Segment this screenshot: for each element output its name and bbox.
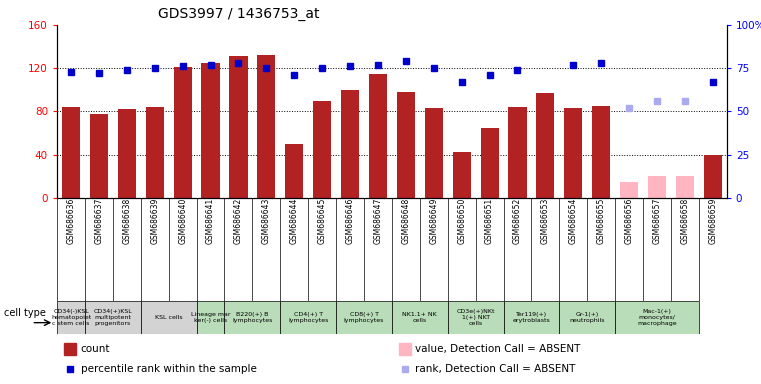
Text: GSM686657: GSM686657 bbox=[652, 198, 661, 244]
Text: CD34(+)KSL
multipotent
progenitors: CD34(+)KSL multipotent progenitors bbox=[94, 310, 132, 326]
Text: GSM686643: GSM686643 bbox=[262, 198, 271, 244]
Bar bbox=[224, 301, 280, 334]
Text: GSM686636: GSM686636 bbox=[66, 198, 75, 244]
Bar bbox=[202, 63, 220, 198]
Bar bbox=[118, 109, 136, 198]
Bar bbox=[676, 176, 694, 198]
Bar bbox=[145, 107, 164, 198]
Text: GSM686647: GSM686647 bbox=[374, 198, 383, 244]
Bar bbox=[369, 74, 387, 198]
Text: percentile rank within the sample: percentile rank within the sample bbox=[81, 364, 256, 374]
Bar bbox=[85, 301, 141, 334]
Text: GSM686652: GSM686652 bbox=[513, 198, 522, 244]
Text: GSM686653: GSM686653 bbox=[541, 198, 550, 244]
Bar bbox=[559, 301, 615, 334]
Bar bbox=[508, 107, 527, 198]
Bar bbox=[648, 176, 666, 198]
Bar bbox=[392, 301, 447, 334]
Text: GSM686659: GSM686659 bbox=[708, 198, 718, 244]
Bar bbox=[564, 108, 582, 198]
Bar bbox=[285, 144, 304, 198]
Text: GDS3997 / 1436753_at: GDS3997 / 1436753_at bbox=[158, 7, 319, 21]
Text: value, Detection Call = ABSENT: value, Detection Call = ABSENT bbox=[416, 344, 581, 354]
Bar bbox=[480, 127, 498, 198]
Text: GSM686645: GSM686645 bbox=[317, 198, 326, 244]
Text: CD4(+) T
lymphocytes: CD4(+) T lymphocytes bbox=[288, 312, 329, 323]
Bar bbox=[257, 55, 275, 198]
Text: GSM686640: GSM686640 bbox=[178, 198, 187, 244]
Bar bbox=[336, 301, 392, 334]
Bar bbox=[141, 301, 196, 334]
Text: GSM686654: GSM686654 bbox=[568, 198, 578, 244]
Text: Ter119(+)
erytroblasts: Ter119(+) erytroblasts bbox=[513, 312, 550, 323]
Bar bbox=[504, 301, 559, 334]
Bar bbox=[90, 114, 108, 198]
Text: GSM686639: GSM686639 bbox=[150, 198, 159, 244]
Bar bbox=[174, 67, 192, 198]
Bar bbox=[447, 301, 504, 334]
Bar bbox=[396, 92, 415, 198]
Bar bbox=[704, 155, 722, 198]
Bar bbox=[537, 93, 555, 198]
Text: GSM686651: GSM686651 bbox=[485, 198, 494, 244]
Text: GSM686649: GSM686649 bbox=[429, 198, 438, 244]
Text: CD3e(+)NKt
1(+) NKT
cells: CD3e(+)NKt 1(+) NKT cells bbox=[457, 310, 495, 326]
Bar bbox=[620, 182, 638, 198]
Text: GSM686648: GSM686648 bbox=[401, 198, 410, 244]
Text: NK1.1+ NK
cells: NK1.1+ NK cells bbox=[403, 312, 437, 323]
Text: GSM686638: GSM686638 bbox=[123, 198, 132, 244]
Text: KSL cells: KSL cells bbox=[155, 315, 183, 320]
Bar bbox=[64, 343, 76, 355]
Bar bbox=[313, 101, 331, 198]
Bar bbox=[425, 108, 443, 198]
Text: GSM686658: GSM686658 bbox=[680, 198, 689, 244]
Text: Mac-1(+)
monocytes/
macrophage: Mac-1(+) monocytes/ macrophage bbox=[637, 310, 677, 326]
Text: Gr-1(+)
neutrophils: Gr-1(+) neutrophils bbox=[569, 312, 605, 323]
Text: cell type: cell type bbox=[4, 308, 46, 318]
Text: GSM686644: GSM686644 bbox=[290, 198, 299, 244]
Text: CD34(-)KSL
hematopoiet
c stem cells: CD34(-)KSL hematopoiet c stem cells bbox=[51, 310, 91, 326]
Text: CD8(+) T
lymphocytes: CD8(+) T lymphocytes bbox=[344, 312, 384, 323]
Text: B220(+) B
lymphocytes: B220(+) B lymphocytes bbox=[232, 312, 272, 323]
Text: count: count bbox=[81, 344, 110, 354]
Bar bbox=[453, 152, 471, 198]
Bar bbox=[280, 301, 336, 334]
Text: GSM686646: GSM686646 bbox=[345, 198, 355, 244]
Text: GSM686637: GSM686637 bbox=[94, 198, 103, 244]
Bar bbox=[57, 301, 85, 334]
Bar bbox=[196, 301, 224, 334]
Bar bbox=[615, 301, 699, 334]
Text: GSM686655: GSM686655 bbox=[597, 198, 606, 244]
Text: Lineage mar
ker(-) cells: Lineage mar ker(-) cells bbox=[191, 312, 231, 323]
Bar bbox=[62, 107, 80, 198]
Bar bbox=[592, 106, 610, 198]
Text: GSM686641: GSM686641 bbox=[206, 198, 215, 244]
Text: rank, Detection Call = ABSENT: rank, Detection Call = ABSENT bbox=[416, 364, 576, 374]
Bar bbox=[399, 343, 411, 355]
Text: GSM686656: GSM686656 bbox=[625, 198, 634, 244]
Bar bbox=[229, 56, 247, 198]
Text: GSM686650: GSM686650 bbox=[457, 198, 466, 244]
Bar bbox=[341, 90, 359, 198]
Text: GSM686642: GSM686642 bbox=[234, 198, 243, 244]
